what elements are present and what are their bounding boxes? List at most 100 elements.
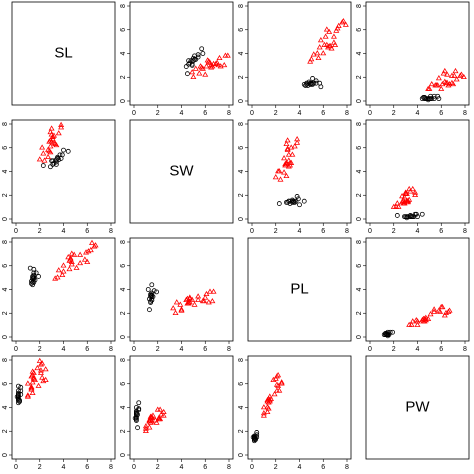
- point: [59, 271, 66, 278]
- point: [283, 140, 290, 146]
- panel: [365, 355, 470, 460]
- point: [251, 434, 257, 440]
- point: [322, 33, 329, 39]
- point: [294, 194, 300, 199]
- point: [284, 137, 291, 143]
- point: [202, 294, 209, 300]
- point: [68, 258, 75, 264]
- point: [52, 275, 59, 281]
- point: [199, 46, 205, 52]
- x-tick-label: 8: [345, 110, 349, 117]
- point: [28, 385, 35, 391]
- point: [71, 251, 78, 257]
- y-tick-label: 0: [238, 99, 245, 103]
- y-tick-label: 0: [2, 335, 9, 339]
- point: [41, 157, 48, 163]
- point: [190, 73, 197, 80]
- point: [406, 196, 413, 202]
- variable-label: PL: [290, 280, 308, 297]
- point: [37, 361, 44, 367]
- point: [412, 211, 418, 217]
- point: [438, 85, 445, 91]
- point: [301, 81, 307, 87]
- y-tick-label: 6: [238, 146, 245, 150]
- point: [208, 61, 215, 68]
- point: [278, 379, 285, 385]
- point: [68, 250, 75, 256]
- point: [326, 28, 333, 34]
- point: [217, 63, 224, 69]
- x-tick-label: 0: [368, 346, 372, 353]
- point: [277, 176, 284, 182]
- point: [160, 412, 167, 418]
- x-tick-label: 4: [416, 228, 420, 235]
- point: [439, 303, 446, 310]
- x-tick-label: 4: [62, 464, 66, 471]
- point: [426, 85, 433, 91]
- point: [192, 53, 197, 59]
- point: [187, 60, 193, 66]
- point: [412, 191, 419, 198]
- point: [40, 150, 47, 156]
- y-tick-label: 2: [2, 193, 9, 197]
- x-tick-label: 6: [439, 228, 443, 235]
- point: [17, 399, 22, 404]
- point: [383, 331, 388, 336]
- y-tick-label: 6: [238, 28, 245, 32]
- point: [40, 377, 47, 384]
- point: [65, 148, 71, 154]
- point: [321, 41, 328, 47]
- point: [58, 156, 64, 161]
- point: [39, 144, 46, 150]
- point: [281, 155, 288, 161]
- point: [402, 214, 407, 220]
- point: [264, 408, 271, 415]
- point: [285, 157, 292, 163]
- y-tick-label: 0: [2, 217, 9, 221]
- point: [207, 288, 213, 294]
- y-tick-label: 4: [2, 287, 9, 291]
- x-tick-label: 6: [321, 228, 325, 235]
- point: [276, 387, 283, 393]
- point: [275, 382, 282, 388]
- point: [441, 78, 448, 84]
- point: [445, 308, 452, 314]
- point: [31, 276, 37, 282]
- point: [18, 388, 24, 394]
- point: [276, 201, 282, 206]
- x-tick-label: 6: [321, 464, 325, 471]
- point: [330, 39, 337, 45]
- point: [212, 60, 219, 66]
- y-tick-label: 2: [120, 429, 127, 433]
- point: [91, 243, 98, 249]
- point: [270, 376, 277, 382]
- panel: [11, 1, 116, 106]
- point: [215, 61, 222, 68]
- point: [149, 293, 155, 298]
- x-tick-label: 2: [38, 464, 42, 471]
- point: [189, 69, 196, 75]
- x-tick-label: 2: [38, 346, 42, 353]
- point: [278, 380, 285, 386]
- y-tick-label: 8: [356, 4, 363, 8]
- x-tick-label: 4: [180, 464, 184, 471]
- point: [73, 264, 80, 270]
- x-tick-label: 4: [180, 346, 184, 353]
- point: [205, 58, 212, 64]
- x-tick-label: 8: [463, 110, 467, 117]
- y-tick-label: 6: [356, 28, 363, 32]
- point: [433, 82, 440, 88]
- point: [39, 374, 46, 380]
- point: [460, 73, 467, 80]
- x-tick-label: 6: [203, 464, 207, 471]
- point: [306, 79, 312, 85]
- point: [425, 315, 432, 321]
- point: [403, 198, 410, 205]
- point: [403, 197, 410, 203]
- point: [85, 248, 92, 254]
- point: [148, 300, 154, 305]
- point: [320, 50, 327, 56]
- y-tick-label: 2: [238, 75, 245, 79]
- y-tick-label: 0: [356, 335, 363, 339]
- point: [29, 372, 36, 378]
